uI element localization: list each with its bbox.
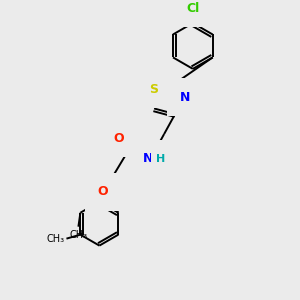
Text: H: H (156, 154, 165, 164)
Text: N: N (143, 152, 153, 165)
Text: CH₃: CH₃ (69, 230, 88, 240)
Text: Cl: Cl (186, 2, 200, 15)
Text: S: S (150, 82, 159, 95)
Text: CH₃: CH₃ (46, 234, 64, 244)
Text: O: O (113, 131, 124, 145)
Text: N: N (180, 91, 190, 104)
Text: O: O (97, 185, 108, 198)
